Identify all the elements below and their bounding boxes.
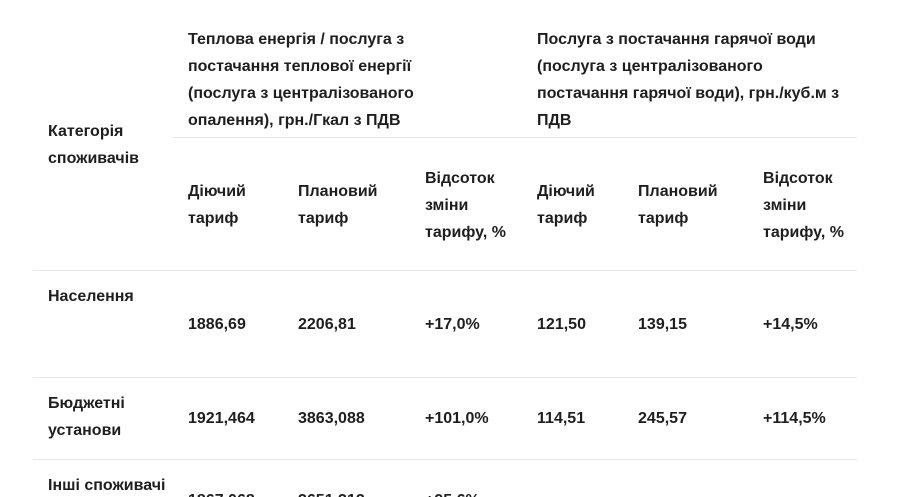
table-row-biudzhetni: Бюджетні установи 1921,464 3863,088 +101… (33, 377, 858, 460)
subheader-water-planned-tariff: Плановий тариф (623, 137, 749, 271)
cell-heat-current: 1886,69 (173, 270, 283, 378)
cell-water-current: 121,50 (522, 270, 624, 378)
cell-heat-planned: 3863,088 (283, 377, 410, 460)
cell-water-planned: 245,57 (623, 377, 749, 460)
subheader-water-current-tariff: Діючий тариф (522, 137, 624, 271)
group-header-row: Категорія споживачів Теплова енергія / п… (33, 20, 858, 271)
sub-header-row: Діючий тариф Плановий тариф Відсоток змі… (33, 137, 858, 271)
subheader-heat-planned-tariff: Плановий тариф (283, 137, 410, 271)
cell-water-change: +14,5% (748, 270, 858, 378)
cell-water-current: – (522, 459, 624, 497)
cell-heat-current: 1867,068 (173, 459, 283, 497)
group-header-hot-water-label: Послуга з постачання гарячої води (послу… (537, 31, 840, 129)
row-category: Інші споживачі (33, 459, 173, 497)
tariff-table: Категорія споживачів Теплова енергія / п… (33, 20, 858, 497)
row-category: Бюджетні установи (33, 377, 173, 460)
row-category: Населення (33, 270, 173, 378)
cell-heat-change: +101,0% (410, 377, 523, 460)
group-header-hot-water: Послуга з постачання гарячої води (послу… (522, 20, 858, 138)
subheader-water-change-percent: Відсоток зміни тарифу, % (748, 137, 858, 271)
cell-water-planned: 139,15 (623, 270, 749, 378)
group-header-heat-energy: Теплова енергія / послуга з постачання т… (173, 20, 523, 138)
cell-water-change: – (748, 459, 858, 497)
cell-water-change: +114,5% (748, 377, 858, 460)
cell-heat-current: 1921,464 (173, 377, 283, 460)
table-row-naselennia: Населення 1886,69 2206,81 +17,0% 121,50 … (33, 270, 858, 378)
cell-heat-change: +17,0% (410, 270, 523, 378)
group-header-heat-energy-label: Теплова енергія / послуга з постачання т… (188, 31, 414, 129)
cell-water-current: 114,51 (522, 377, 624, 460)
subheader-heat-change-percent: Відсоток зміни тарифу, % (410, 137, 523, 271)
cell-heat-planned: 2206,81 (283, 270, 410, 378)
cell-heat-change: +95,6% (410, 459, 523, 497)
cell-water-planned: – (623, 459, 749, 497)
table-row-inshi: Інші споживачі 1867,068 3651,312 +95,6% … (33, 459, 858, 497)
category-column-header: Категорія споживачів (33, 20, 173, 271)
subheader-heat-current-tariff: Діючий тариф (173, 137, 283, 271)
cell-heat-planned: 3651,312 (283, 459, 410, 497)
